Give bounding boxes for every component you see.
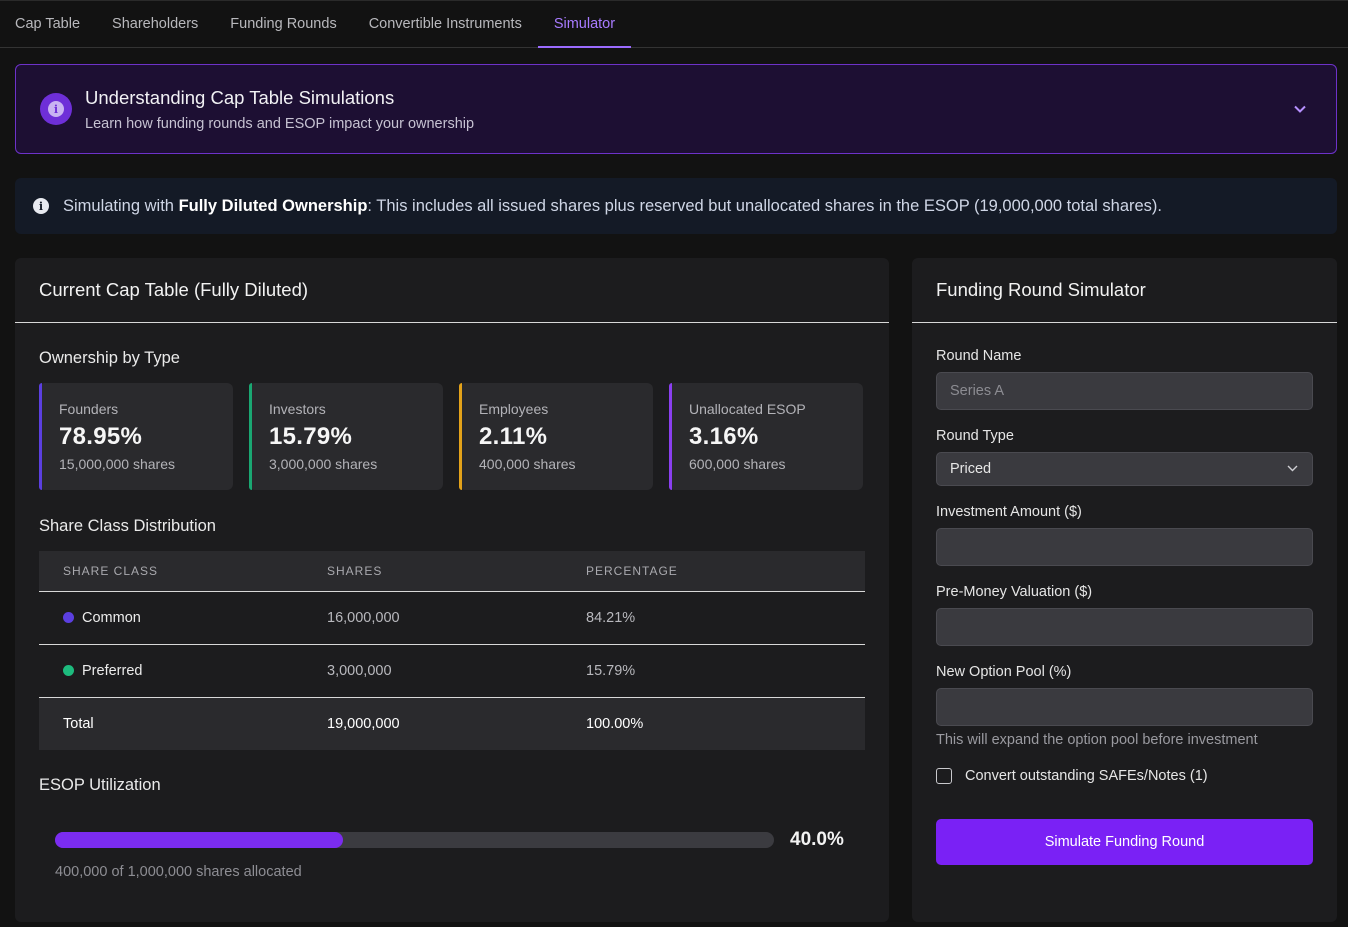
share-class-cell: Preferred xyxy=(39,644,327,698)
stat-shares: 3,000,000 shares xyxy=(269,456,378,472)
table-row: Common 16,000,000 84.21% xyxy=(39,591,865,645)
table-total-row: Total 19,000,000 100.00% xyxy=(39,697,865,750)
convert-safes-row[interactable]: Convert outstanding SAFEs/Notes (1) xyxy=(936,768,1313,784)
esop-title: ESOP Utilization xyxy=(39,776,161,794)
notice-bold: Fully Diluted Ownership xyxy=(178,196,368,215)
stat-label: Unallocated ESOP xyxy=(689,401,806,417)
round-name-input[interactable]: Series A xyxy=(936,372,1313,410)
esop-percentage: 40.0% xyxy=(790,829,844,850)
option-pool-input[interactable] xyxy=(936,688,1313,726)
ownership-title: Ownership by Type xyxy=(39,349,180,367)
round-type-value: Priced xyxy=(950,461,992,477)
banner-subtitle: Learn how funding rounds and ESOP impact… xyxy=(85,115,475,132)
ownership-stats: Founders 78.95% 15,000,000 shares Invest… xyxy=(39,383,863,490)
round-name-label: Round Name xyxy=(936,348,1022,364)
stat-founders: Founders 78.95% 15,000,000 shares xyxy=(39,383,233,490)
cap-table-title: Current Cap Table (Fully Diluted) xyxy=(15,258,889,323)
stat-accent xyxy=(249,383,252,490)
esop-progress-fill xyxy=(55,832,343,848)
esop-progress-bar xyxy=(55,832,774,848)
stat-label: Founders xyxy=(59,401,119,417)
stat-shares: 400,000 shares xyxy=(479,456,576,472)
tab-funding-rounds[interactable]: Funding Rounds xyxy=(230,16,337,32)
column-header: SHARE CLASS xyxy=(39,551,327,592)
stat-accent xyxy=(459,383,462,490)
stat-investors: Investors 15.79% 3,000,000 shares xyxy=(249,383,443,490)
shares-cell: 3,000,000 xyxy=(327,644,586,698)
stat-percentage: 3.16% xyxy=(689,423,759,450)
investment-amount-input[interactable] xyxy=(936,528,1313,566)
table-header-row: SHARE CLASS SHARES PERCENTAGE xyxy=(39,551,865,592)
tab-cap-table[interactable]: Cap Table xyxy=(15,16,81,32)
stat-label: Employees xyxy=(479,401,549,417)
total-label: Total xyxy=(39,697,327,750)
stat-shares: 600,000 shares xyxy=(689,456,786,472)
stat-accent xyxy=(39,383,42,490)
table-row: Preferred 3,000,000 15.79% xyxy=(39,644,865,698)
stat-shares: 15,000,000 shares xyxy=(59,456,175,472)
stat-percentage: 2.11% xyxy=(479,423,548,450)
share-class-name: Common xyxy=(82,609,141,626)
total-shares: 19,000,000 xyxy=(327,697,586,750)
stat-unallocated-esop: Unallocated ESOP 3.16% 600,000 shares xyxy=(669,383,863,490)
pre-money-valuation-label: Pre-Money Valuation ($) xyxy=(936,584,1093,600)
share-class-name: Preferred xyxy=(82,662,143,679)
percentage-cell: 84.21% xyxy=(586,591,865,645)
esop-allocation-note: 400,000 of 1,000,000 shares allocated xyxy=(55,864,302,880)
class-color-dot xyxy=(63,611,74,623)
tab-bar: Cap Table Shareholders Funding Rounds Co… xyxy=(0,0,1348,48)
option-pool-label: New Option Pool (%) xyxy=(936,664,1072,680)
percentage-cell: 15.79% xyxy=(586,644,865,698)
share-class-cell: Common xyxy=(39,591,327,645)
funding-simulator-card: Funding Round Simulator Round Name Serie… xyxy=(912,258,1337,922)
round-type-label: Round Type xyxy=(936,428,1014,444)
shares-cell: 16,000,000 xyxy=(327,591,586,645)
round-type-select[interactable]: Priced xyxy=(936,452,1313,486)
distribution-title: Share Class Distribution xyxy=(39,517,216,535)
stat-label: Investors xyxy=(269,401,326,417)
stat-percentage: 15.79% xyxy=(269,423,353,450)
chevron-down-icon[interactable] xyxy=(1292,101,1308,117)
simulator-form: Round Name Series A Round Type Priced In… xyxy=(936,348,1313,784)
info-icon: i xyxy=(33,198,49,214)
notice-prefix: Simulating with xyxy=(63,196,179,215)
simulate-funding-round-button[interactable]: Simulate Funding Round xyxy=(936,819,1313,865)
total-percentage: 100.00% xyxy=(586,697,865,750)
simulator-title: Funding Round Simulator xyxy=(912,258,1337,323)
tab-simulator[interactable]: Simulator xyxy=(537,1,632,48)
class-color-dot xyxy=(63,664,74,676)
stat-employees: Employees 2.11% 400,000 shares xyxy=(459,383,653,490)
info-icon: i xyxy=(40,93,72,125)
share-class-table: SHARE CLASS SHARES PERCENTAGE Common 16,… xyxy=(39,551,865,750)
banner-title: Understanding Cap Table Simulations xyxy=(85,86,395,108)
column-header: SHARES xyxy=(327,551,586,592)
simulation-info-banner[interactable]: i Understanding Cap Table Simulations Le… xyxy=(15,64,1337,154)
option-pool-hint: This will expand the option pool before … xyxy=(936,732,1258,748)
pre-money-valuation-input[interactable] xyxy=(936,608,1313,646)
fully-diluted-notice: i Simulating with Fully Diluted Ownershi… xyxy=(15,178,1337,234)
stat-percentage: 78.95% xyxy=(59,423,143,450)
tab-convertible-instruments[interactable]: Convertible Instruments xyxy=(368,16,522,32)
chevron-down-icon xyxy=(1287,465,1298,472)
notice-suffix: : This includes all issued shares plus r… xyxy=(367,196,1163,215)
column-header: PERCENTAGE xyxy=(586,551,865,592)
cap-table-card: Current Cap Table (Fully Diluted) Owners… xyxy=(15,258,889,922)
investment-amount-label: Investment Amount ($) xyxy=(936,504,1082,520)
tab-shareholders[interactable]: Shareholders xyxy=(112,16,199,32)
convert-safes-checkbox[interactable] xyxy=(936,768,952,784)
convert-safes-label: Convert outstanding SAFEs/Notes (1) xyxy=(965,768,1208,784)
stat-accent xyxy=(669,383,672,490)
